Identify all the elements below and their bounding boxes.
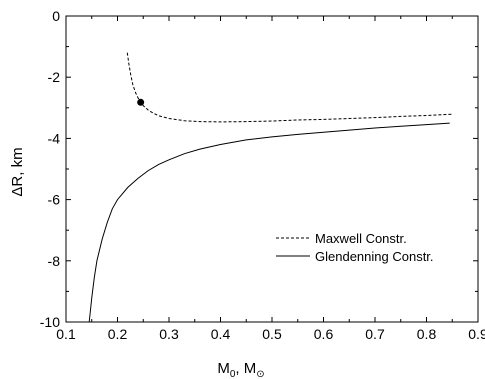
series-line-maxwell	[126, 52, 453, 123]
legend-label-glendenning: Glendenning Constr.	[315, 249, 434, 264]
x-tick-label: 0.2	[108, 326, 128, 342]
y-tick-label: -10	[40, 314, 60, 330]
y-tick-label: -6	[48, 192, 61, 208]
x-tick-label: 0.4	[211, 326, 231, 342]
y-axis-title: ΔR, km	[9, 147, 26, 196]
legend: Maxwell Constr. Glendenning Constr.	[276, 231, 434, 264]
plot-frame	[65, 15, 479, 323]
y-tick-label: -4	[48, 130, 61, 146]
x-axis-title: M0, M⊙	[217, 360, 264, 379]
y-tick-label: 0	[52, 8, 60, 24]
x-tick-label: 0.9	[468, 326, 485, 342]
x-tick-label: 0.7	[365, 326, 385, 342]
legend-label-maxwell: Maxwell Constr.	[315, 231, 407, 246]
data-point-marker	[137, 98, 145, 106]
x-tick-label: 0.3	[159, 326, 179, 342]
y-tick-label: -2	[48, 69, 61, 85]
x-tick-label: 0.5	[262, 326, 282, 342]
x-tick-label: 0.1	[56, 326, 76, 342]
x-tick-label: 0.8	[417, 326, 437, 342]
x-tick-label: 0.6	[314, 326, 334, 342]
y-tick-label: -8	[48, 253, 61, 269]
series-line-glendenning	[88, 122, 450, 323]
